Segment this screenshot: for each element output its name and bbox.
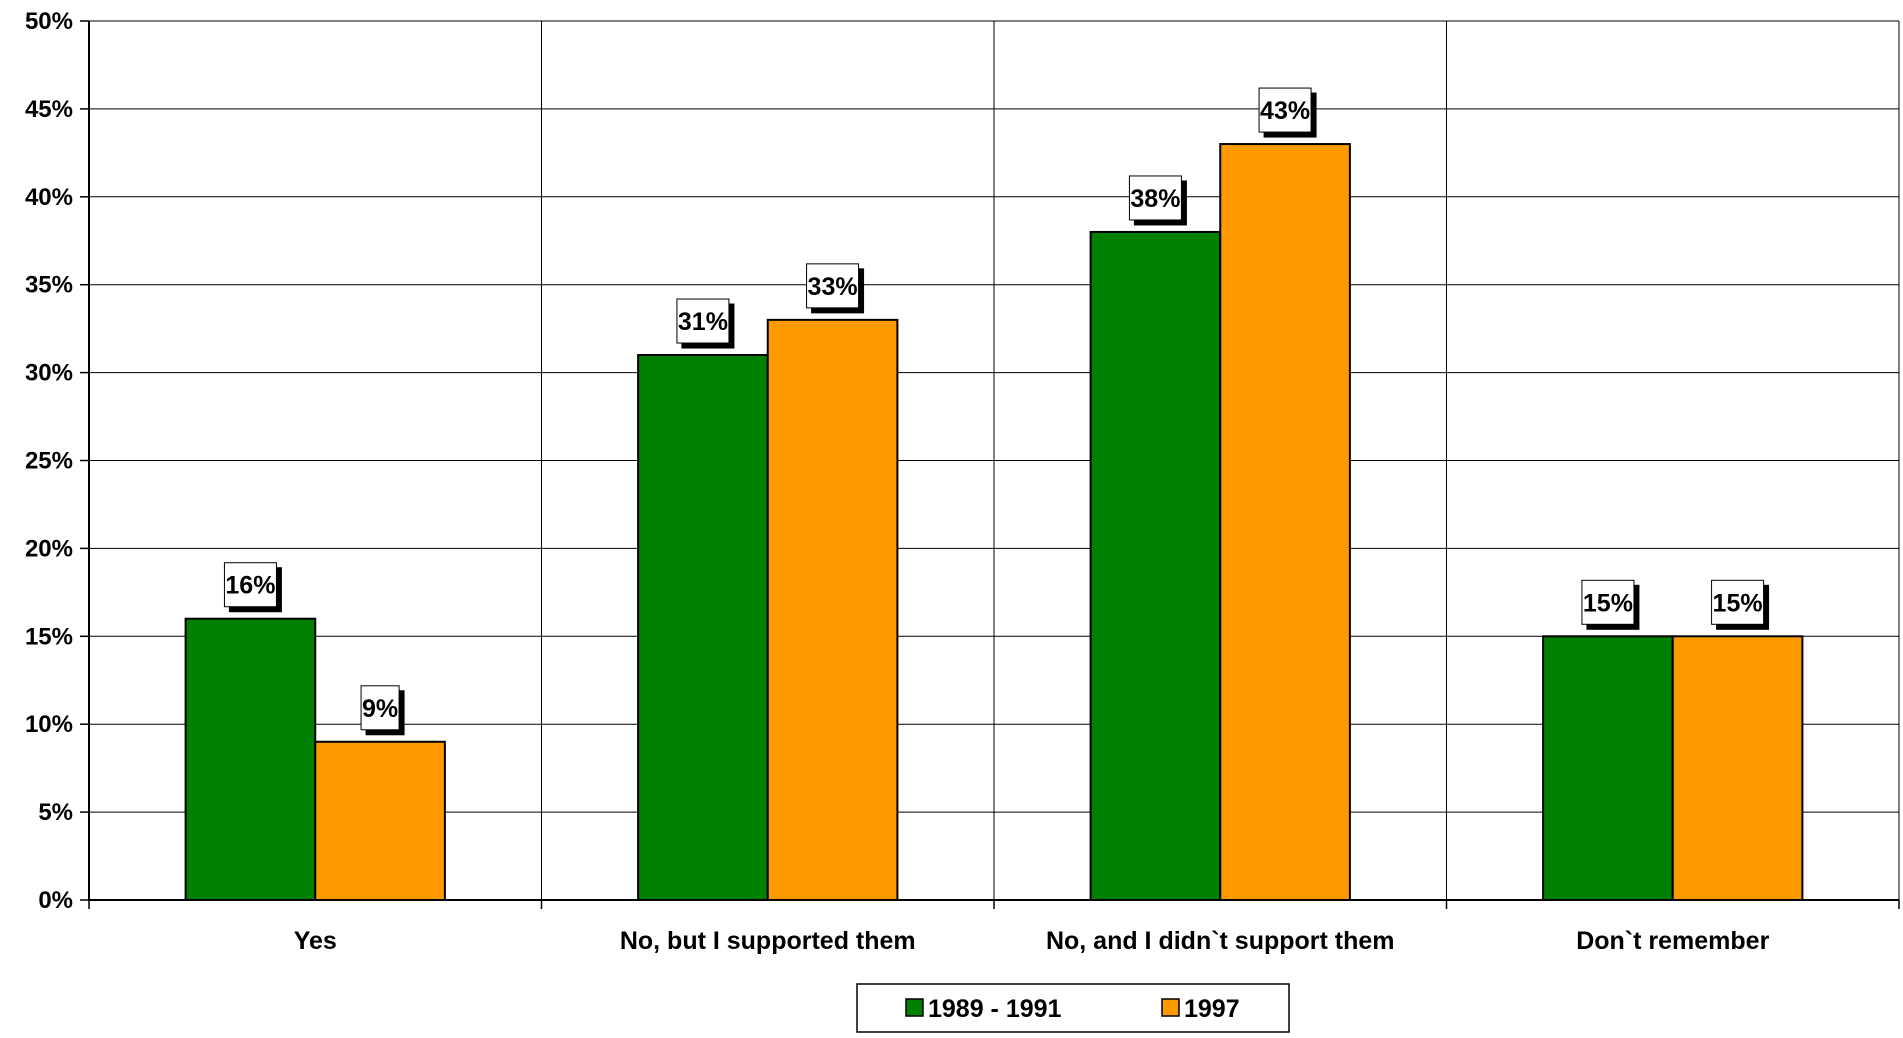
legend-label: 1997 <box>1184 995 1240 1023</box>
y-tick-label: 10% <box>25 711 73 738</box>
y-tick-label: 20% <box>25 535 73 562</box>
data-label-box <box>1711 579 1765 625</box>
data-label-box <box>360 685 400 731</box>
y-tick-label: 30% <box>25 360 73 387</box>
data-label-box <box>1128 175 1182 221</box>
bar <box>766 318 899 901</box>
x-category-label: No, and I didn`t support them <box>1046 927 1395 955</box>
y-tick-label: 35% <box>25 272 73 299</box>
x-category-label: Yes <box>294 927 337 955</box>
bar <box>314 740 446 902</box>
y-tick-label: 50% <box>25 8 73 35</box>
legend: 1989 - 1991 1997 <box>856 983 1290 1033</box>
data-label-box <box>676 298 730 344</box>
y-tick-label: 5% <box>38 799 73 826</box>
data-label: 15% <box>1713 589 1763 617</box>
axes: 0% 5% 10% 15% 20% 25% 30% 35% 40% 45% 50% Yes No, bu… <box>25 8 1900 955</box>
data-label: 9% <box>362 695 398 723</box>
legend-swatch <box>1161 998 1180 1017</box>
y-tick-label: 25% <box>25 448 73 475</box>
data-label: 31% <box>678 308 728 336</box>
bar <box>1671 635 1804 901</box>
y-tick-label: 15% <box>25 623 73 650</box>
x-category-label: Don`t remember <box>1576 927 1769 955</box>
y-tick-label: 0% <box>38 887 73 914</box>
legend-box <box>856 983 1290 1033</box>
data-label: 38% <box>1130 185 1180 213</box>
bar <box>1542 635 1674 901</box>
legend-swatch <box>905 998 924 1017</box>
data-label: 33% <box>808 273 858 301</box>
data-label-box <box>223 562 277 608</box>
legend-label: 1989 - 1991 <box>928 995 1062 1023</box>
y-tick-label: 45% <box>25 96 73 123</box>
data-label-box <box>806 263 860 309</box>
data-label: 15% <box>1583 589 1633 617</box>
bar <box>184 617 317 901</box>
bars <box>184 143 1804 902</box>
bar <box>1089 230 1222 901</box>
data-label: 16% <box>225 572 275 600</box>
data-label-box <box>1581 579 1635 625</box>
data-labels: 16% 31% 38% 15% 9% 33% 43% 15% <box>223 87 1765 731</box>
bar <box>1219 143 1351 901</box>
y-tick-label: 40% <box>25 184 73 211</box>
x-category-label: No, but I supported them <box>620 927 916 955</box>
data-label-box <box>1258 87 1312 133</box>
data-label: 43% <box>1260 97 1310 125</box>
bar <box>637 354 769 901</box>
